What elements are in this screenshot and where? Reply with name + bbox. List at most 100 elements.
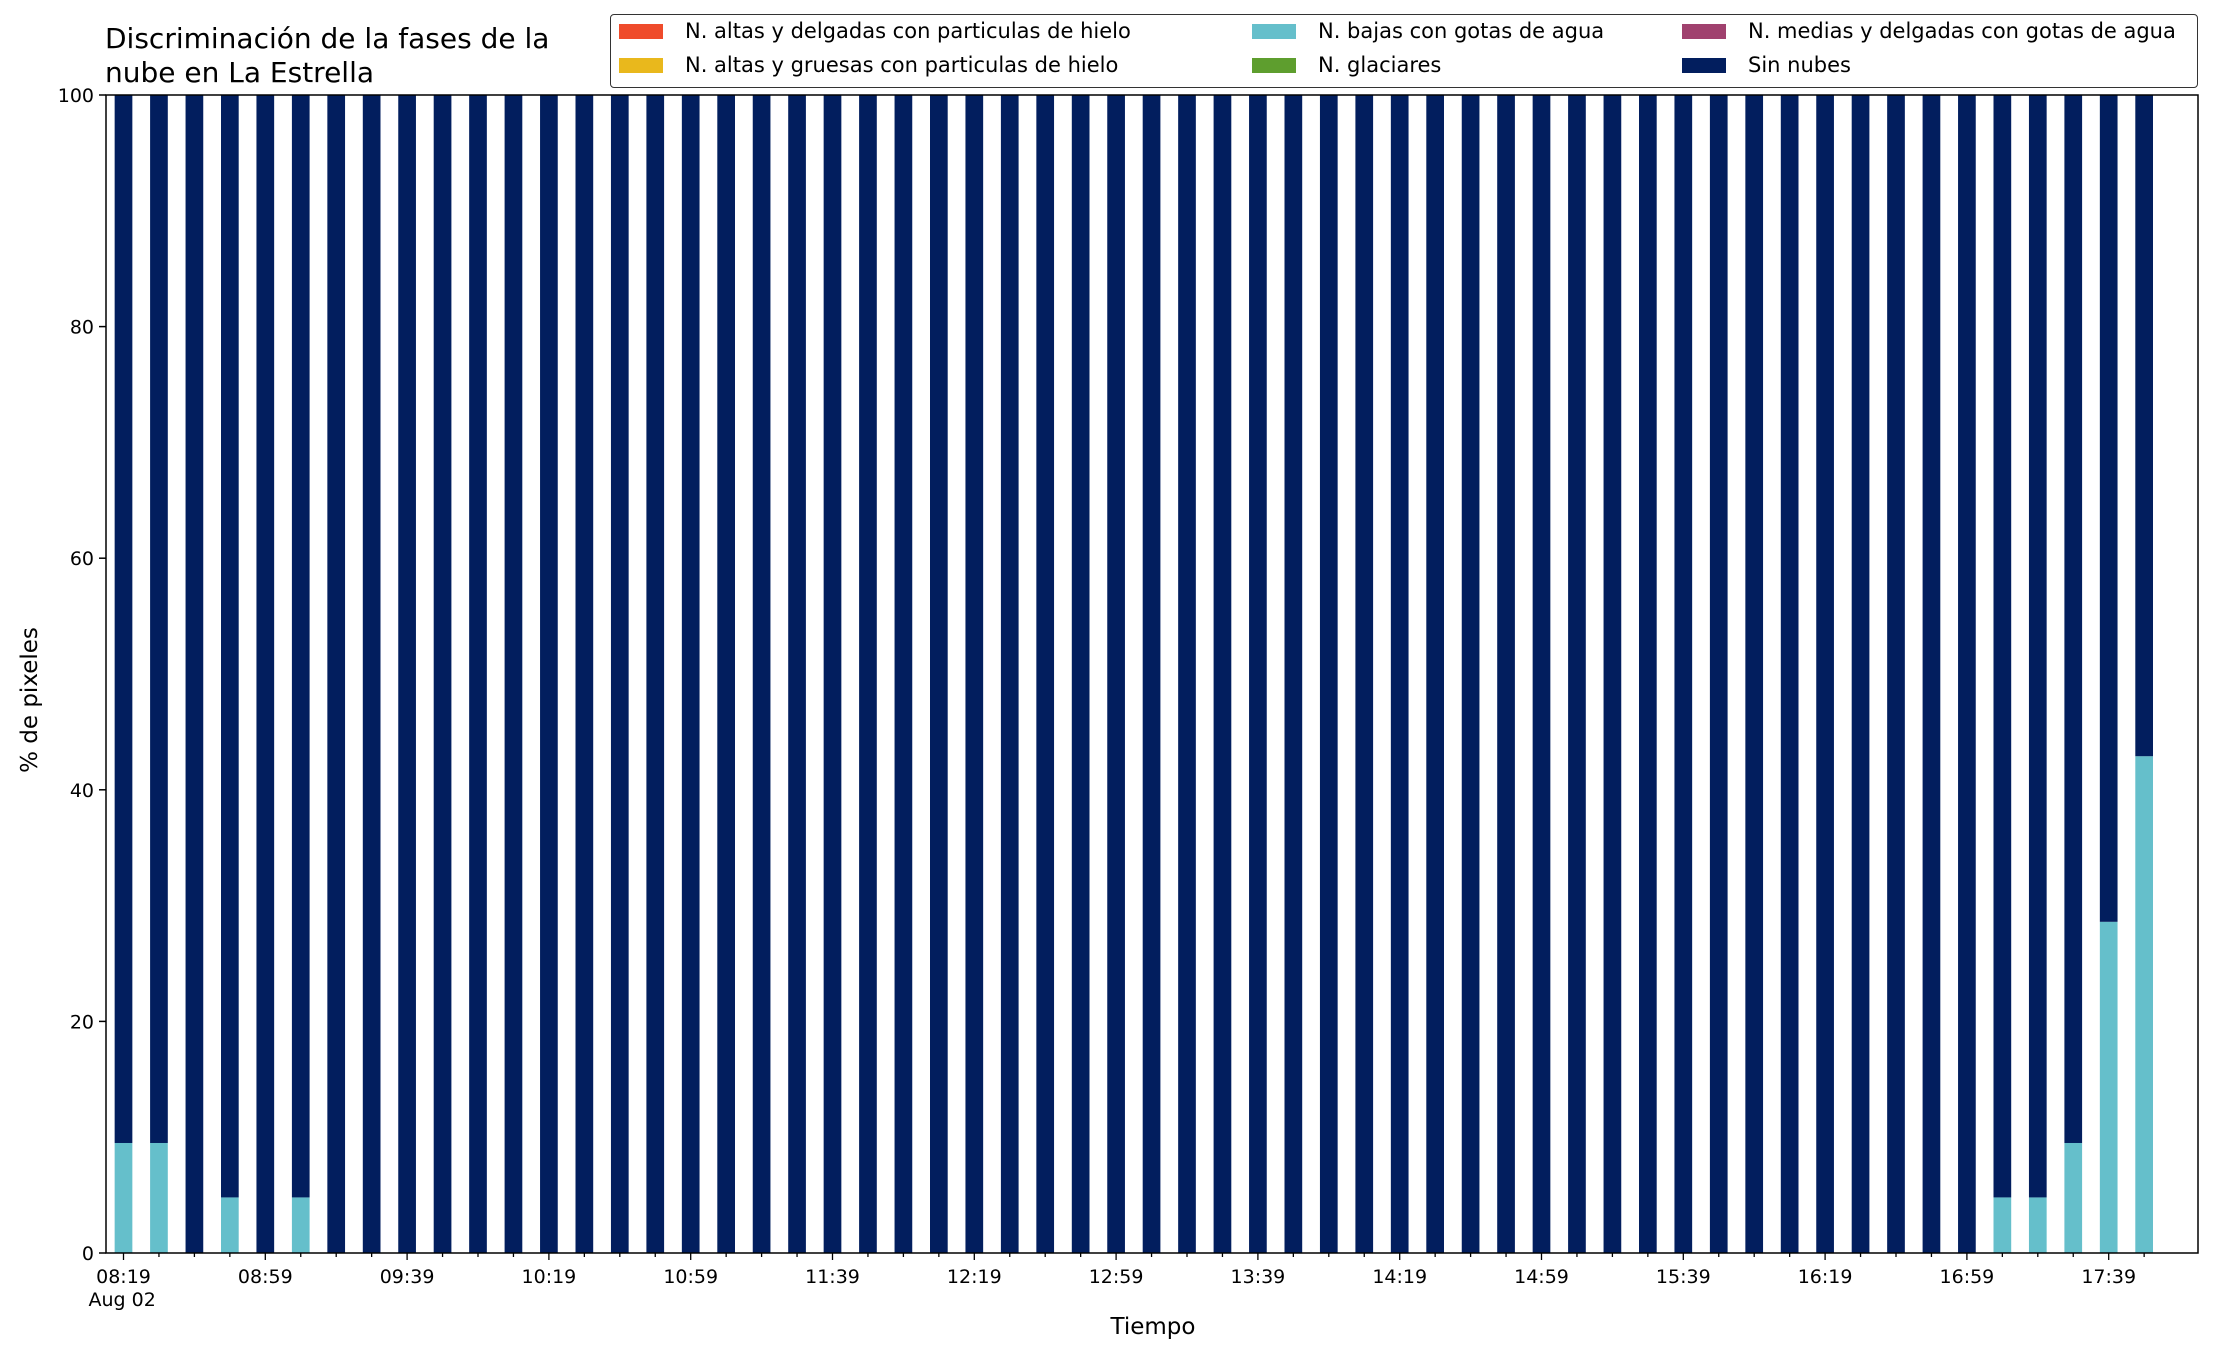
bar-segment-5-30 [1178,95,1196,1253]
legend-swatch-2 [1252,23,1296,39]
chart-legend: N. altas y delgadas con particulas de hi… [610,14,2198,88]
bar-segment-5-0 [114,95,133,1143]
bar-segment-5-19 [788,95,806,1253]
bar-segment-5-57 [2135,95,2153,757]
x-tick-label-1: 08:59 [238,1266,293,1288]
bar-segment-5-41 [1568,95,1586,1253]
legend-item-2: N. bajas con gotas de agua [1252,19,1604,43]
bar-segment-5-27 [1071,95,1090,1253]
legend-swatch-1 [619,57,663,73]
bar-segment-5-2 [185,95,204,1253]
x-tick-label-8: 13:39 [1231,1266,1286,1288]
bar-segment-5-17 [717,95,735,1253]
bar-segment-5-16 [681,95,700,1253]
bar-segment-5-45 [1709,95,1728,1253]
bar-segment-5-32 [1249,95,1267,1253]
legend-label-0: N. altas y delgadas con particulas de hi… [685,19,1131,43]
x-tick-label-0-line1: Aug 02 [89,1289,156,1311]
bar-segment-2-55 [2064,1142,2083,1253]
bar-segment-5-11 [504,95,523,1253]
bar-segment-5-38 [1461,95,1480,1253]
plot-frame [105,94,2199,1254]
bar-segment-5-52 [1958,95,1976,1253]
bar-segment-5-50 [1887,95,1905,1253]
y-tick-label-3: 60 [70,548,94,570]
bar-segment-5-13 [575,95,594,1253]
bar-segment-5-5 [291,95,310,1198]
bar-segment-2-53 [1993,1197,2012,1253]
legend-item-1: N. altas y gruesas con particulas de hie… [619,53,1118,77]
x-tick-label-13: 16:59 [1940,1266,1995,1288]
bar-segment-5-12 [540,95,558,1253]
legend-swatch-5 [1682,57,1726,73]
bar-segment-5-53 [1993,95,2012,1198]
bar-segment-5-44 [1674,95,1693,1253]
bar-segment-5-56 [2099,95,2118,922]
bar-segment-5-9 [433,95,452,1253]
x-tick-label-14: 17:39 [2081,1266,2136,1288]
legend-item-3: N. glaciares [1252,53,1441,77]
x-tick-label-6: 12:19 [947,1266,1002,1288]
bar-segment-5-29 [1142,95,1161,1253]
legend-label-1: N. altas y gruesas con particulas de hie… [685,53,1119,77]
x-tick-label-0: 08:19 [96,1266,151,1288]
bar-segment-5-48 [1816,95,1834,1253]
x-tick-label-4: 10:59 [663,1266,718,1288]
bar-segment-5-43 [1639,95,1657,1253]
chart-title: Discriminación de la fases de la nube en… [105,22,550,89]
bars-group [114,95,2153,1253]
legend-label-5: Sin nubes [1748,53,1851,77]
bar-segment-5-35 [1355,95,1374,1253]
bar-segment-2-54 [2028,1197,2047,1253]
legend-label-3: N. glaciares [1318,53,1442,77]
y-axis: 0 20 40 60 80 100 [58,85,106,1265]
legend-label-2: N. bajas con gotas de agua [1318,19,1605,43]
legend-swatch-4 [1682,23,1726,39]
bar-segment-5-24 [965,95,984,1253]
legend-swatch-3 [1252,57,1296,73]
bar-segment-5-18 [752,95,771,1253]
bar-segment-2-5 [291,1197,310,1253]
bar-segment-5-8 [398,95,416,1253]
bar-segment-5-23 [930,95,948,1253]
legend-item-5: Sin nubes [1682,53,1851,77]
x-tick-label-9: 14:19 [1372,1266,1427,1288]
bar-segment-5-3 [221,95,239,1198]
x-tick-label-12: 16:19 [1798,1266,1853,1288]
bar-segment-2-0 [114,1142,133,1253]
x-axis-title: Tiempo [1110,1314,1196,1340]
bar-segment-2-56 [2099,921,2118,1253]
bar-segment-5-1 [150,95,168,1143]
x-tick-label-11: 15:39 [1656,1266,1711,1288]
x-tick-label-3: 10:19 [522,1266,577,1288]
y-tick-label-4: 80 [70,317,94,339]
bar-segment-5-46 [1745,95,1764,1253]
bar-segment-5-7 [362,95,381,1253]
legend-item-4: N. medias y delgadas con gotas de agua [1682,19,2176,43]
x-tick-label-2: 09:39 [380,1266,435,1288]
bar-segment-2-57 [2135,756,2153,1253]
bar-segment-5-40 [1532,95,1551,1253]
x-tick-label-10: 14:59 [1514,1266,1569,1288]
bar-segment-5-4 [256,95,275,1253]
bar-segment-5-55 [2064,95,2083,1143]
x-tick-label-7: 12:59 [1089,1266,1144,1288]
y-tick-label-1: 20 [70,1011,94,1033]
bar-segment-5-6 [327,95,346,1253]
bar-segment-5-14 [610,95,629,1253]
bar-segment-5-39 [1497,95,1515,1253]
legend-item-0: N. altas y delgadas con particulas de hi… [619,19,1131,43]
bar-segment-5-42 [1603,95,1622,1253]
bar-segment-5-20 [823,95,842,1253]
bar-segment-5-21 [859,95,877,1253]
y-tick-label-2: 40 [70,780,94,802]
bar-segment-5-26 [1036,95,1055,1253]
bar-segment-2-1 [150,1142,168,1253]
bar-segment-5-25 [1000,95,1019,1253]
bar-segment-5-34 [1319,95,1338,1253]
bar-segment-5-28 [1107,95,1125,1253]
y-tick-label-5: 100 [58,85,94,107]
bar-segment-5-36 [1390,95,1409,1253]
